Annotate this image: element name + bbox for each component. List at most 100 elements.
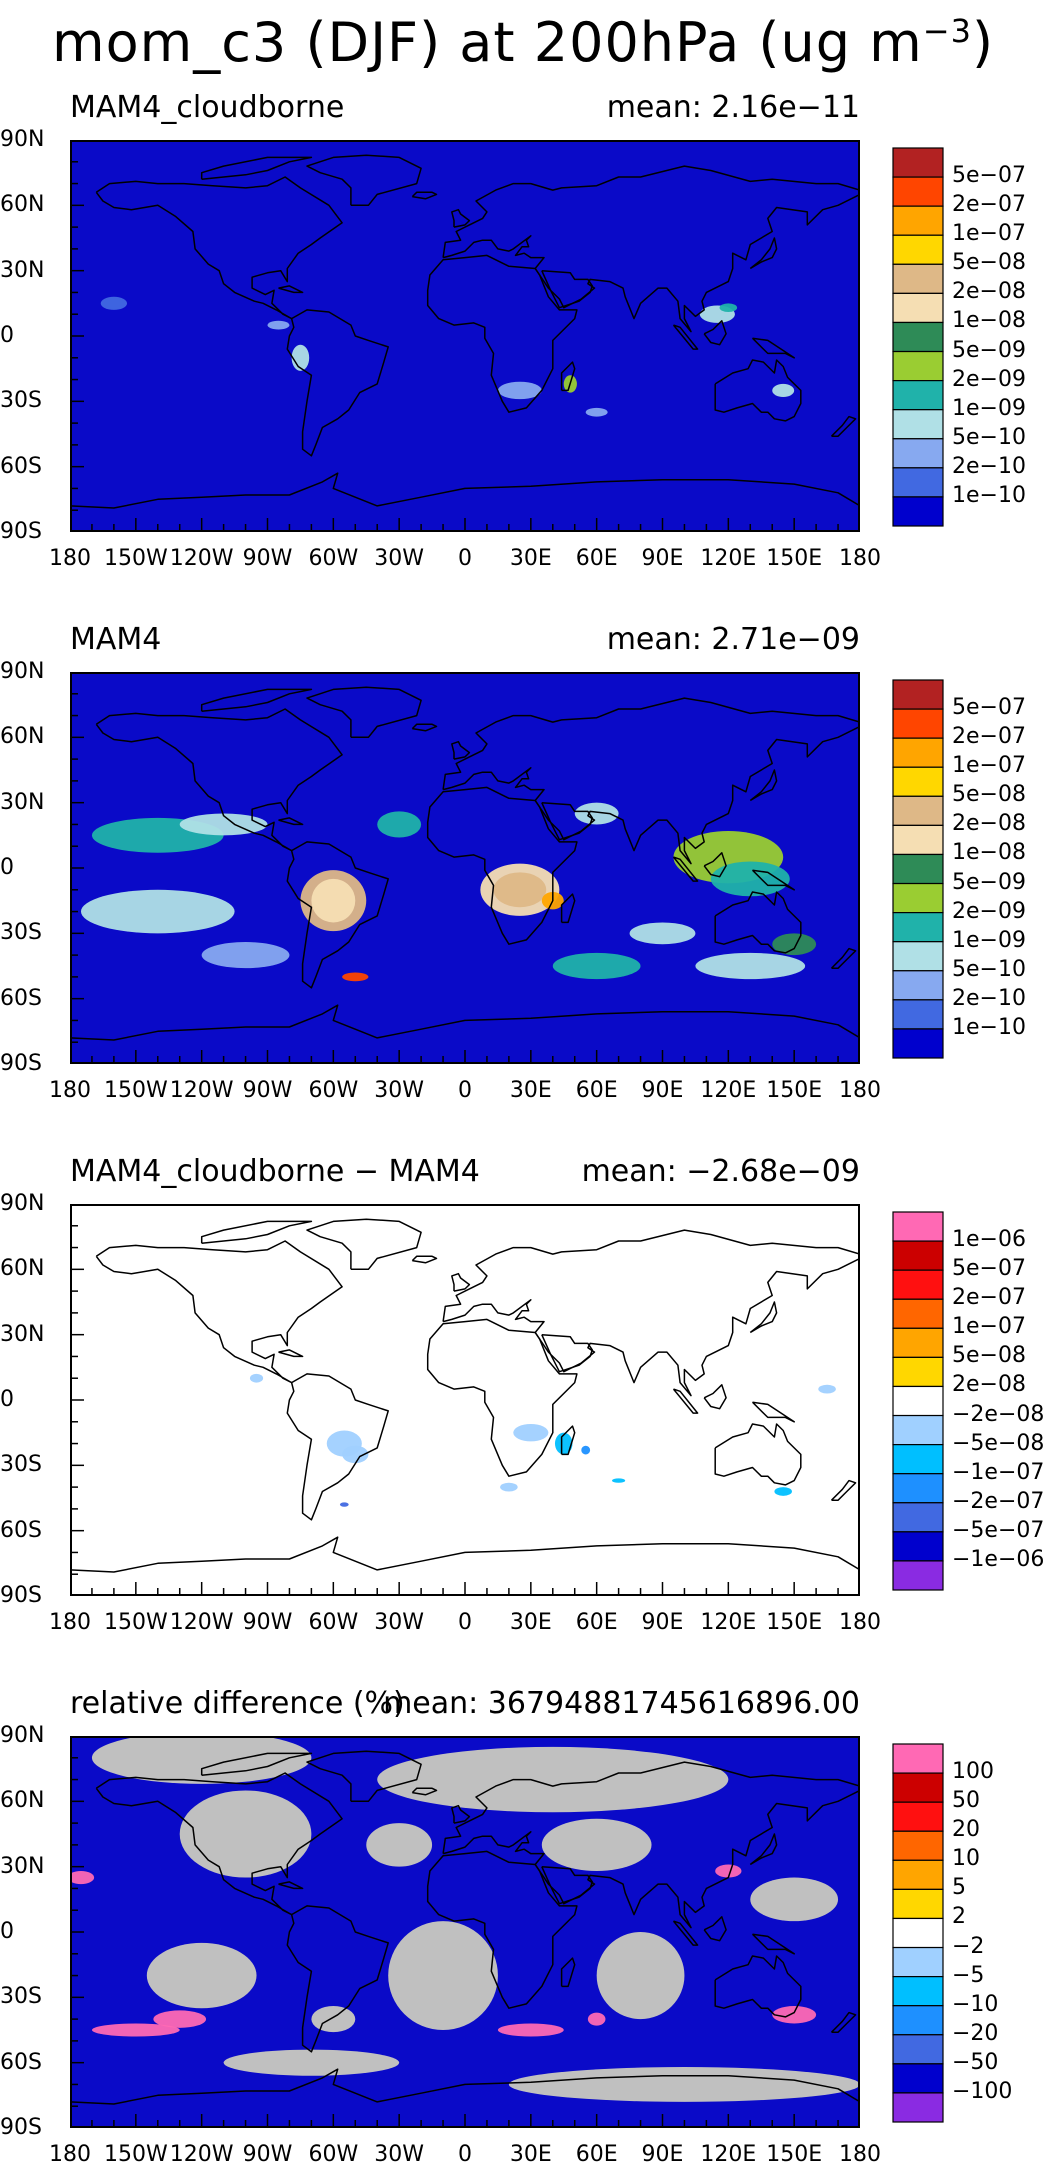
coastline (751, 869, 795, 891)
colorbar-label: 5e−07 (952, 1256, 1026, 1282)
field-blob (80, 889, 235, 934)
coastline (278, 817, 304, 826)
lon-tick-label: 30W (374, 546, 425, 571)
colorbar-swatch (892, 409, 944, 440)
coastline (426, 1318, 578, 1477)
colorbar-label: 2e−10 (952, 453, 1026, 479)
lon-tick-label: 150E (766, 2142, 823, 2167)
colorbar-swatch (892, 1801, 944, 1832)
colorbar-swatch (892, 176, 944, 207)
coastline (200, 156, 313, 180)
field-blob (508, 2067, 860, 2102)
field-blob (377, 1746, 729, 1813)
field-blob (552, 952, 641, 980)
coastline (286, 1905, 389, 2053)
lat-tick-label: 90S (0, 519, 42, 544)
lon-tick-label: 60E (575, 546, 618, 571)
coastline (751, 337, 795, 359)
colorbar-swatch (892, 1356, 944, 1388)
lat-tick-label: 30S (0, 920, 42, 946)
colorbar-swatch (892, 2005, 944, 2036)
field-blob (342, 1445, 369, 1464)
colorbar-label: 1e−08 (952, 308, 1026, 334)
field-blob (70, 1871, 95, 1885)
coastline (541, 1333, 594, 1373)
colorbar-swatch (892, 737, 944, 768)
coastline (411, 1255, 438, 1264)
colorbar-swatch (892, 350, 944, 382)
field-blob (772, 383, 795, 397)
coastline (451, 1272, 471, 1292)
colorbar-label: 2e−10 (952, 985, 1026, 1011)
colorbar-swatch (892, 1269, 944, 1300)
colorbar-swatch (892, 205, 944, 236)
panel-mean: mean: 36794881745616896.00 (383, 1686, 860, 1721)
field-blob (311, 2006, 356, 2033)
lon-tick-label: 0 (458, 1078, 472, 1103)
coastline (70, 1004, 860, 1041)
lon-tick-label: 60W (308, 2142, 359, 2167)
colorbar-swatch (892, 1028, 944, 1059)
colorbar-label: 2e−08 (952, 811, 1026, 837)
colorbar-label: 1e−07 (952, 753, 1026, 779)
lon-tick-label: 90E (641, 2142, 684, 2167)
colorbar-swatch (892, 147, 944, 178)
colorbar-label: 1e−09 (952, 395, 1026, 421)
lat-tick-label: 60N (0, 1788, 45, 1814)
lat-tick-label: 90N (0, 1723, 45, 1748)
panel-label: MAM4 (70, 622, 162, 657)
lon-tick-label: 180 (839, 546, 881, 571)
coastline (306, 686, 422, 739)
lon-tick-label: 90E (641, 1610, 684, 1635)
coastline (714, 1955, 802, 2018)
field-blob (554, 1432, 573, 1455)
field-blob (146, 1942, 257, 2009)
lat-tick-label: 0 (0, 855, 14, 880)
lon-tick-label: 120W (169, 1610, 234, 1635)
map-background (70, 1204, 860, 1596)
lon-tick-label: 90W (242, 1610, 293, 1635)
colorbar-label: −20 (952, 2020, 999, 2046)
coastline (70, 1536, 860, 1573)
lat-tick-label: 90S (0, 2115, 42, 2140)
colorbar-label: 10 (952, 1846, 980, 1872)
field-blob (750, 1877, 839, 1922)
map-panel (70, 1736, 860, 2128)
field-blob (818, 1384, 836, 1394)
colorbar-swatch (892, 1298, 944, 1329)
colorbar-label: 2e−07 (952, 192, 1026, 218)
map-background (70, 140, 860, 532)
map-panel (70, 672, 860, 1064)
lat-tick-label: 90N (0, 127, 45, 152)
field-blob (695, 952, 806, 980)
coastline (541, 801, 594, 841)
lon-tick-label: 120W (169, 546, 234, 571)
coastline (278, 1349, 304, 1358)
lon-tick-label: 30E (509, 1078, 552, 1103)
coastline (749, 1833, 778, 1866)
coastline (426, 786, 578, 945)
lon-tick-label: 150E (766, 1078, 823, 1103)
lon-tick-label: 120E (700, 1078, 757, 1103)
lat-tick-label: 60S (0, 453, 42, 479)
colorbar-label: 1e−07 (952, 1314, 1026, 1340)
lat-tick-label: 30S (0, 388, 42, 414)
colorbar-swatch (892, 1211, 944, 1242)
lat-tick-label: 30N (0, 789, 45, 815)
coastline (95, 708, 343, 852)
coastline (95, 176, 343, 320)
lon-tick-label: 150E (766, 546, 823, 571)
colorbar (892, 1211, 944, 1591)
colorbar-swatch (892, 1444, 944, 1475)
lon-tick-label: 180 (839, 2142, 881, 2167)
coastline (830, 2011, 857, 2033)
colorbar-label: 20 (952, 1817, 980, 1843)
colorbar-swatch (892, 1830, 944, 1861)
colorbar-label: 2 (952, 1904, 966, 1930)
coastline (306, 1750, 422, 1803)
colorbar-label: 2e−08 (952, 279, 1026, 305)
coastline (703, 1384, 727, 1410)
colorbar-label: 5e−09 (952, 869, 1026, 895)
colorbar-label: 5e−08 (952, 1343, 1026, 1369)
coastline (200, 1752, 313, 1776)
